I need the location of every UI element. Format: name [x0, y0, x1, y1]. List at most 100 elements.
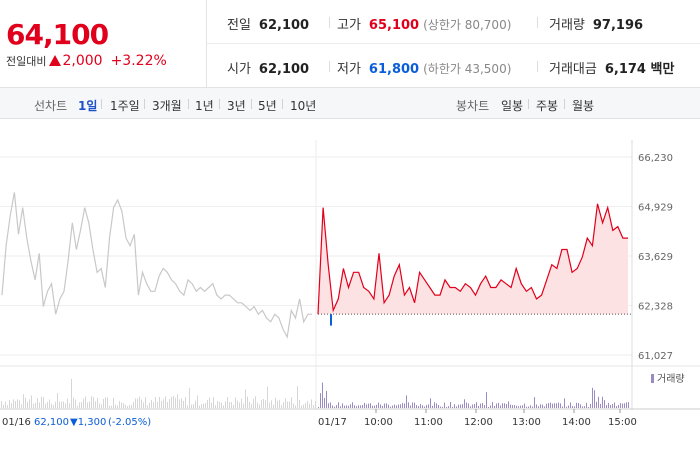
volume-bar	[33, 403, 34, 408]
volume-bar	[362, 404, 363, 408]
volume-bar	[602, 396, 603, 408]
volume-bar	[177, 394, 178, 408]
volume-bar	[9, 400, 10, 408]
volume-bar	[446, 406, 447, 408]
period-1y-button[interactable]: 1년	[195, 99, 214, 113]
volume-bar	[322, 382, 323, 408]
volume-bar	[626, 402, 627, 408]
chart-grid	[0, 140, 633, 410]
volume-bar	[558, 402, 559, 408]
y-axis: 66,230 64,929 63,629 62,328 61,027	[638, 153, 673, 362]
volume-bar	[241, 398, 242, 408]
candle-daily-button[interactable]: 일봉	[501, 99, 524, 113]
volume-bar	[368, 403, 369, 408]
prev-close-cell: 전일 62,100	[227, 14, 309, 33]
volume-bar	[279, 399, 280, 408]
volume-bar	[67, 398, 68, 408]
volume-bar	[528, 406, 529, 408]
line-chart-label: 선차트	[34, 99, 68, 113]
volume-bar	[584, 406, 585, 408]
volume-bar	[303, 404, 304, 408]
volume-bar	[502, 403, 503, 408]
volume-bar	[283, 402, 284, 408]
volume-bar	[185, 397, 186, 408]
volume-bar	[414, 402, 415, 408]
quote-row-1: 전일 62,100 고가 65,100 (상한가 80,700) 거래량 97,196	[207, 0, 700, 44]
period-10y-button[interactable]: 10년	[290, 99, 317, 113]
candle-monthly-button[interactable]: 월봉	[572, 99, 595, 113]
volume-bar	[482, 403, 483, 408]
trade-value-value: 6,174 백만	[604, 62, 675, 77]
volume-bar	[149, 402, 150, 408]
period-1d-button[interactable]: 1일	[78, 99, 98, 113]
volume-bar	[562, 406, 563, 408]
volume-bar	[422, 405, 423, 408]
volume-bar	[57, 393, 58, 408]
volume-bar	[161, 401, 162, 408]
divider	[329, 61, 330, 72]
volume-bar	[596, 401, 597, 408]
chart-toolbar: 선차트 1일 1주일 3개월 1년 3년 5년 10년 봉차트 일봉 주봉 월봉	[0, 88, 700, 119]
divider	[528, 99, 529, 109]
volume-bar	[478, 405, 479, 408]
volume-bar	[157, 401, 158, 408]
volume-bar	[348, 405, 349, 408]
volume-bar	[263, 398, 264, 408]
quote-row-2: 시가 62,100 저가 61,800 (하한가 43,500) 거래대금 6,174 …	[207, 44, 700, 88]
volume-bar	[426, 405, 427, 408]
volume-bar	[398, 404, 399, 408]
volume-bar	[199, 405, 200, 408]
volume-bar	[21, 404, 22, 408]
volume-bar	[77, 405, 78, 408]
volume-bar	[129, 405, 130, 408]
volume-bar	[153, 402, 154, 408]
volume-bar	[526, 406, 527, 408]
volume-bar	[448, 406, 449, 408]
volume-bar	[135, 398, 136, 408]
volume-bar	[87, 402, 88, 408]
volume-bar	[336, 405, 337, 408]
lower-limit: (하한가 43,500)	[423, 62, 512, 76]
volume-bar	[257, 402, 258, 408]
volume-bar	[396, 405, 397, 408]
price-chart-area: 66,230 64,929 63,629 62,328 61,027 01/16 62,1…	[0, 120, 700, 450]
volume-bar	[616, 406, 617, 408]
volume-bar	[171, 396, 172, 408]
volume-bar	[239, 402, 240, 408]
volume-bar	[133, 401, 134, 408]
volume-bar	[117, 405, 118, 408]
period-3m-button[interactable]: 3개월	[152, 99, 182, 113]
volume-bar	[466, 402, 467, 408]
volume-legend: 거래량	[651, 373, 685, 385]
volume-bar	[428, 404, 429, 408]
volume-bar	[269, 402, 270, 408]
candle-weekly-button[interactable]: 주봉	[536, 99, 559, 113]
volume-bar	[119, 401, 120, 408]
volume-bar	[73, 397, 74, 408]
current-price-box: 64,100 전일대비 2,000 +3.22%	[0, 0, 207, 88]
volume-bar	[311, 399, 312, 408]
volume-bar	[536, 404, 537, 408]
volume-bar	[580, 404, 581, 408]
price-summary: 64,100 전일대비 2,000 +3.22% 전일 62,100 고가 65,100…	[0, 0, 700, 88]
period-1w-button[interactable]: 1주일	[110, 99, 140, 113]
period-5y-button[interactable]: 5년	[258, 99, 277, 113]
volume-bar	[95, 401, 96, 408]
volume-bar	[534, 397, 535, 408]
volume-bar	[31, 395, 32, 408]
volume-bar	[7, 405, 8, 408]
volume-bar	[554, 403, 555, 408]
volume-bar	[79, 402, 80, 408]
divider	[282, 99, 283, 109]
volume-bar	[382, 405, 383, 408]
volume-bar	[141, 399, 142, 408]
today-area-fill	[318, 203, 628, 315]
prev-day-date-label: 01/16	[2, 417, 31, 428]
period-3y-button[interactable]: 3년	[227, 99, 246, 113]
volume-bar	[175, 397, 176, 408]
volume-bar	[618, 404, 619, 408]
volume-bar	[588, 406, 589, 408]
volume-bar	[55, 401, 56, 408]
volume-bar	[386, 403, 387, 408]
volume-bar	[394, 404, 395, 408]
